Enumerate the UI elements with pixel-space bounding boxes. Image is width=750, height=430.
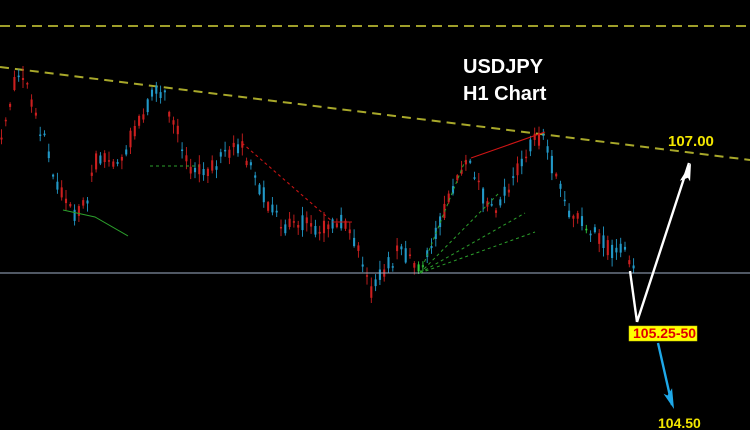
- svg-text:107.00: 107.00: [668, 133, 714, 150]
- svg-text:105.25-50: 105.25-50: [633, 325, 696, 341]
- svg-text:H1 Chart: H1 Chart: [463, 83, 547, 105]
- svg-text:104.50: 104.50: [658, 415, 701, 430]
- svg-text:USDJPY: USDJPY: [463, 56, 544, 78]
